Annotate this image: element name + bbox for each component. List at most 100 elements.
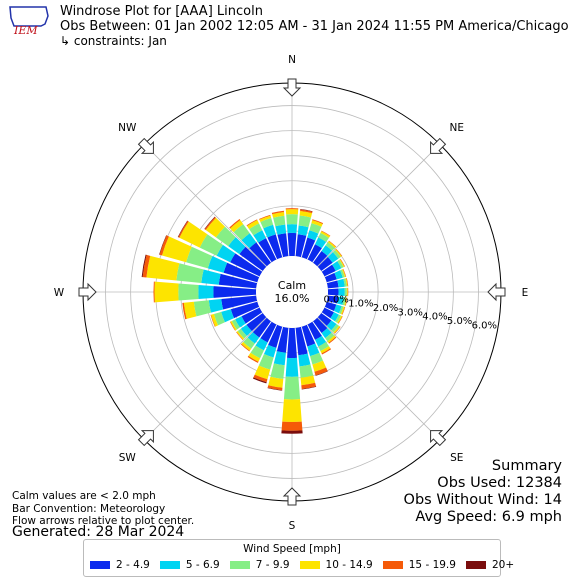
bar-segment xyxy=(215,226,236,247)
legend-item: 15 - 19.9 xyxy=(382,559,456,571)
bar-segment xyxy=(313,317,328,334)
bar-segment xyxy=(344,297,347,306)
bar-segment xyxy=(321,245,333,256)
bar-segment xyxy=(326,320,337,331)
bar-segment xyxy=(342,297,346,306)
header: IEM Windrose Plot for [AAA] Lincoln Obs … xyxy=(0,0,580,60)
radial-tick-label: 2.0% xyxy=(373,303,398,314)
bar-segment xyxy=(241,307,263,324)
bar-segment xyxy=(210,314,216,327)
compass-label: N xyxy=(288,54,296,66)
bar-segment xyxy=(286,214,298,225)
bar-segment xyxy=(248,352,261,362)
bar-segment xyxy=(240,343,250,352)
bar-segment xyxy=(221,295,258,310)
bar-segment xyxy=(345,297,348,306)
legend-swatch xyxy=(465,561,486,569)
bar-segment xyxy=(246,220,259,230)
bar-segment xyxy=(307,343,320,357)
radial-tick-label: 1.0% xyxy=(348,299,373,310)
bar-segment xyxy=(230,320,237,331)
bar-segment xyxy=(154,281,179,303)
bar-segment xyxy=(320,231,331,238)
legend-item: 5 - 6.9 xyxy=(159,559,220,571)
bar-segment xyxy=(267,387,283,391)
bar-segment xyxy=(338,316,343,324)
compass-labels: N NE E SE S SW W NW xyxy=(54,54,529,532)
calm-note: Calm values are < 2.0 mph xyxy=(12,490,156,502)
legend-items: 2 - 4.9 5 - 6.9 7 - 9.9 10 - 14.9 15 - 19.9 2… xyxy=(90,559,514,571)
bar-segment xyxy=(254,365,271,380)
bar-segment xyxy=(142,254,151,278)
bar-segment xyxy=(253,374,268,383)
obs-used: Obs Used: 12384 xyxy=(437,475,562,491)
bar-segment xyxy=(285,209,299,215)
bar-segment xyxy=(229,218,241,229)
bar-segment xyxy=(321,230,331,237)
bar-segment xyxy=(309,223,322,234)
bar-segment xyxy=(270,363,285,379)
compass-label: S xyxy=(289,520,296,532)
radial-tick-labels: 0.0% 1.0% 2.0% 3.0% 4.0% 5.0% 6.0% xyxy=(323,294,497,331)
bar-segment xyxy=(263,224,276,238)
legend-label: 20+ xyxy=(491,559,515,571)
compass-label: W xyxy=(54,287,65,299)
bar-segment xyxy=(326,295,339,304)
bar-segment xyxy=(239,246,267,271)
bar-segment xyxy=(201,269,221,285)
bar-segment xyxy=(236,331,245,340)
bar-segment xyxy=(346,278,349,287)
bar-segment xyxy=(334,326,341,334)
bar-segment xyxy=(301,324,316,347)
bar-segment xyxy=(230,301,260,319)
bar-segment xyxy=(258,238,277,263)
bar-segment xyxy=(307,321,322,340)
bar-segment xyxy=(233,224,250,241)
bar-segment xyxy=(247,355,259,363)
calm-label: Calm xyxy=(278,279,306,292)
compass-label: SW xyxy=(119,452,137,464)
legend-title: Wind Speed [mph] xyxy=(243,543,341,555)
arrows-note: Flow arrows relative to plot center. xyxy=(12,515,195,527)
bar-segment xyxy=(340,258,345,267)
bar-segment xyxy=(318,342,329,352)
legend-label: 10 - 14.9 xyxy=(325,559,373,571)
legend-swatch xyxy=(159,561,180,569)
bar-segment xyxy=(330,312,339,322)
bar-segment xyxy=(313,250,328,267)
legend-label: 2 - 4.9 xyxy=(116,559,150,571)
bar-segment xyxy=(324,301,337,311)
bar-segment xyxy=(230,220,244,233)
legend-swatch xyxy=(229,561,250,569)
bar-segment xyxy=(141,254,147,278)
bar-segment xyxy=(241,341,252,351)
bar-segment xyxy=(216,244,236,263)
bar-segment xyxy=(301,386,317,390)
bar-segment xyxy=(335,248,343,257)
bar-segment xyxy=(247,332,260,344)
direction-spoke xyxy=(143,317,267,441)
bar-segment xyxy=(252,377,267,384)
bar-segment xyxy=(295,234,307,258)
bar-segment xyxy=(332,250,341,259)
bar-segment xyxy=(276,326,289,353)
bar-segment xyxy=(300,375,316,386)
direction-gridlines xyxy=(83,83,501,501)
bar-segment xyxy=(301,237,316,260)
bar-segment xyxy=(310,352,324,365)
bar-segment xyxy=(327,288,339,296)
bar-segment xyxy=(208,299,224,313)
bar-segment xyxy=(327,252,339,263)
bar-segment xyxy=(267,234,283,260)
logo-text: IEM xyxy=(13,24,38,37)
direction-spoke xyxy=(317,143,441,267)
chart-title: Windrose Plot for [AAA] Lincoln xyxy=(60,4,263,19)
bar-segment xyxy=(162,236,192,263)
flow-arrow xyxy=(137,137,154,154)
bar-segment xyxy=(223,262,260,283)
bar-segment xyxy=(321,328,332,339)
bar-segment xyxy=(321,264,336,277)
bar-segment xyxy=(333,304,342,314)
bar-segment xyxy=(343,278,347,287)
